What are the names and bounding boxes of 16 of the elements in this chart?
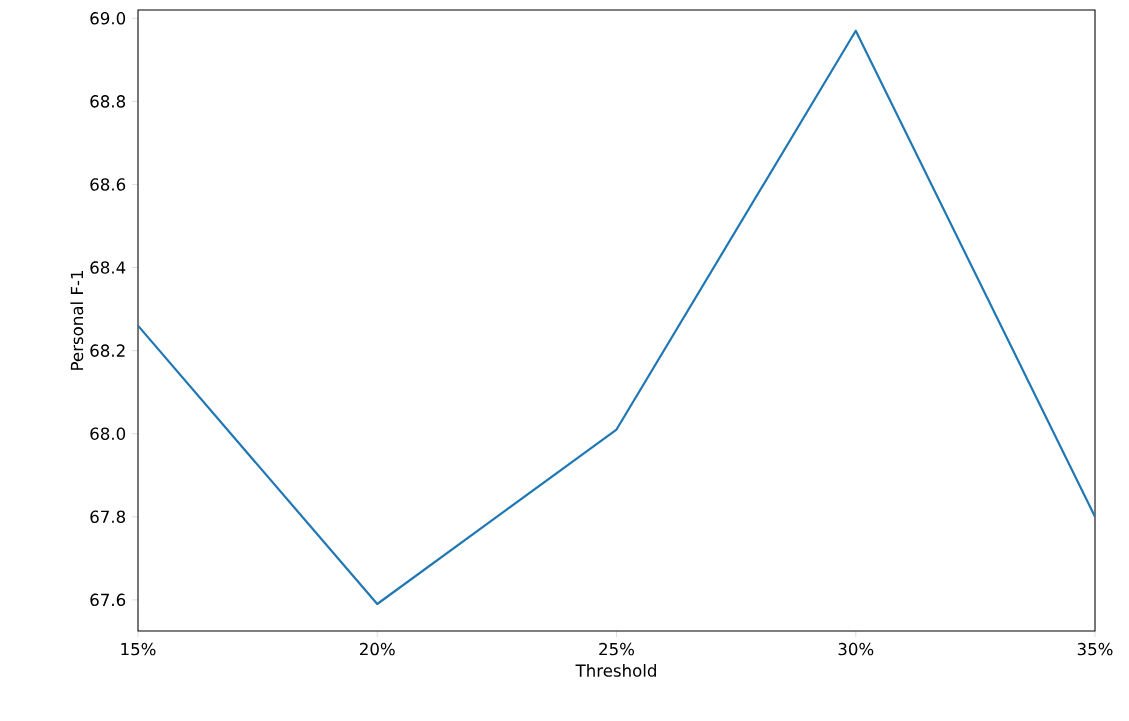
y-tick-label: 68.4 bbox=[90, 261, 126, 274]
y-tick-label: 67.8 bbox=[90, 510, 126, 524]
line-series bbox=[138, 29, 1096, 606]
y-tick-label: 67.6 bbox=[90, 593, 126, 607]
y-tick-label: 68.2 bbox=[90, 344, 125, 357]
x-tick-label: 35% bbox=[1077, 642, 1113, 656]
x-tick-label: 25% bbox=[599, 642, 635, 656]
y-tick-label: 69.0 bbox=[90, 12, 126, 25]
y-tick-label: 68.8 bbox=[90, 95, 126, 108]
y-axis-title: Personal F-1 bbox=[70, 271, 84, 370]
x-axis-title: Threshold bbox=[575, 664, 656, 677]
x-tick-label: 20% bbox=[360, 642, 395, 656]
x-tick-label: 15% bbox=[121, 642, 156, 656]
y-tick-label: 68.0 bbox=[90, 427, 126, 440]
x-tick-label: 30% bbox=[838, 642, 874, 656]
y-tick-label: 68.6 bbox=[90, 178, 126, 191]
